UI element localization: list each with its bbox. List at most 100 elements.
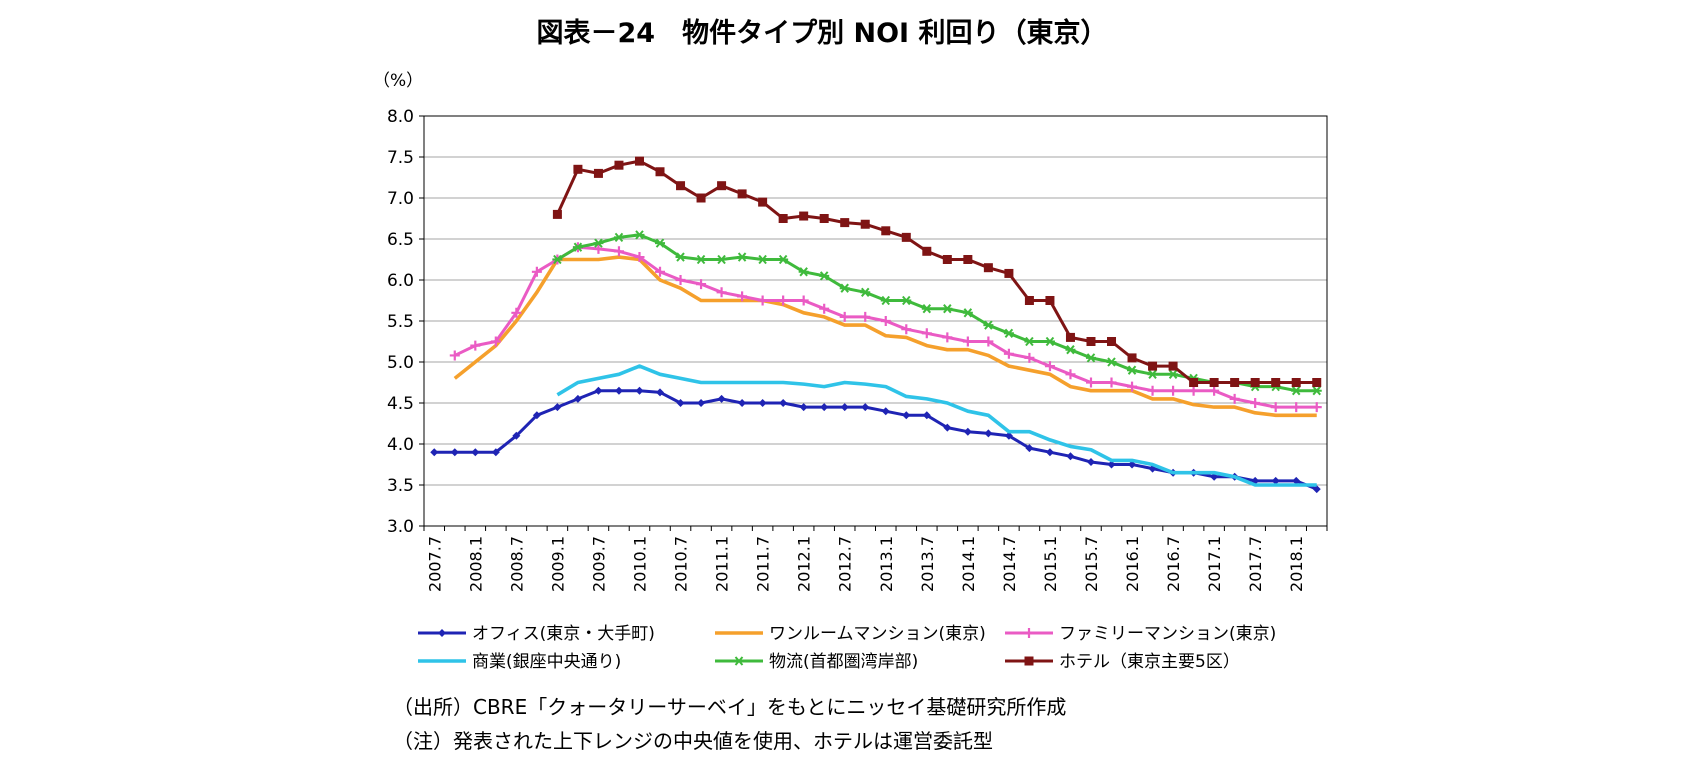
data-point (861, 403, 870, 412)
data-point (1025, 444, 1034, 453)
data-point (1271, 476, 1280, 485)
x-tick-label: 2014.1 (959, 536, 978, 592)
x-tick-label: 2010.1 (630, 536, 649, 592)
x-tick-label: 2009.1 (548, 536, 567, 592)
y-tick-label: 8.0 (387, 107, 414, 127)
data-point (738, 399, 747, 407)
data-point (860, 287, 871, 297)
y-tick-label: 4.5 (387, 394, 414, 414)
legend-label: ホテル（東京主要5区） (1059, 652, 1240, 672)
series-layer (430, 156, 1322, 494)
legend-marker (734, 656, 744, 666)
data-point (1147, 385, 1158, 396)
data-point (1003, 328, 1014, 338)
data-point (1168, 369, 1179, 379)
data-point (1168, 385, 1179, 396)
data-point (860, 311, 871, 322)
data-point (1127, 365, 1138, 375)
data-point (676, 399, 685, 407)
data-point (942, 332, 953, 343)
data-point (697, 399, 706, 407)
x-tick-label: 2017.7 (1246, 536, 1265, 592)
data-point (983, 263, 993, 273)
x-tick-label: 2018.1 (1287, 536, 1306, 592)
data-point (1003, 348, 1014, 359)
data-point (820, 403, 829, 412)
x-tick-label: 2013.1 (877, 536, 896, 592)
data-point (490, 336, 501, 347)
x-tick-label: 2017.1 (1205, 536, 1224, 592)
data-point (613, 246, 624, 257)
x-tick-label: 2012.7 (836, 536, 855, 592)
data-point (922, 246, 932, 256)
data-point (839, 283, 850, 293)
data-point (1291, 386, 1302, 396)
data-point (613, 232, 624, 243)
legend-label: 物流(首都圏湾岸部) (769, 652, 918, 672)
data-point (881, 226, 891, 236)
data-point (1312, 378, 1322, 387)
data-point (921, 328, 932, 339)
y-tick-label: 4.0 (387, 435, 414, 455)
data-point (593, 168, 603, 178)
data-point (655, 238, 666, 248)
chart-title: 図表－24 物件タイプ別 NOI 利回り（東京） (537, 17, 1108, 49)
x-tick-label: 2010.7 (672, 536, 691, 592)
legend-item: ワンルームマンション(東京) (715, 624, 986, 644)
data-point (1044, 361, 1055, 372)
data-point (1230, 378, 1240, 387)
data-point (1270, 402, 1281, 413)
data-point (1188, 385, 1199, 396)
data-point (1209, 378, 1219, 387)
data-point (840, 403, 849, 412)
x-tick-label: 2007.7 (425, 536, 444, 592)
data-point (1148, 361, 1158, 371)
data-point (552, 254, 563, 265)
data-point (1024, 336, 1035, 347)
legend-label: 商業(銀座中央通り) (472, 652, 621, 672)
data-point (553, 403, 562, 412)
data-point (1250, 378, 1260, 387)
series-4 (556, 364, 1317, 487)
data-point (614, 386, 623, 395)
data-point (798, 267, 809, 277)
legend-item: 物流(首都圏湾岸部) (715, 652, 918, 672)
data-point (1168, 361, 1178, 371)
y-axis-unit-label: （%） (373, 71, 423, 91)
data-point (963, 255, 973, 264)
y-axis-ticks: 3.0 3.5 4.0 4.5 5.0 5.5 6.0 6.5 7.0 7.5 8.0 (387, 107, 424, 537)
data-point (593, 238, 604, 248)
data-point (901, 295, 912, 306)
data-point (634, 156, 644, 166)
legend: オフィス(東京・大手町) ワンルームマンション(東京) ファミリーマンション(東京)… (418, 624, 1276, 672)
x-tick-label: 2013.7 (918, 536, 937, 592)
data-point (572, 242, 583, 252)
x-tick-label: 2008.1 (466, 536, 485, 592)
remark-note: （注）発表された上下レンジの中央値を使用、ホテルは運営委託型 (393, 729, 993, 753)
data-point (614, 160, 624, 170)
data-point (963, 427, 972, 436)
x-tick-label: 2011.7 (754, 536, 773, 592)
y-tick-label: 6.5 (387, 230, 414, 250)
data-point (819, 303, 830, 314)
y-tick-label: 7.0 (387, 189, 414, 209)
y-tick-label: 3.5 (387, 476, 414, 496)
data-point (1107, 460, 1116, 469)
data-point (450, 448, 459, 457)
data-point (943, 423, 952, 432)
data-point (983, 336, 994, 347)
data-point (1106, 377, 1117, 388)
data-point (1065, 345, 1076, 355)
data-point (819, 271, 830, 281)
data-point (1147, 369, 1158, 379)
data-point (1291, 378, 1301, 387)
legend-label: オフィス(東京・大手町) (472, 624, 655, 644)
data-point (1250, 398, 1261, 408)
data-point (470, 340, 481, 351)
data-point (779, 399, 788, 407)
data-point (942, 255, 952, 264)
data-point (1311, 386, 1322, 396)
series-3 (449, 242, 1322, 413)
legend-item: ホテル（東京主要5区） (1005, 652, 1240, 672)
data-point (758, 399, 767, 407)
